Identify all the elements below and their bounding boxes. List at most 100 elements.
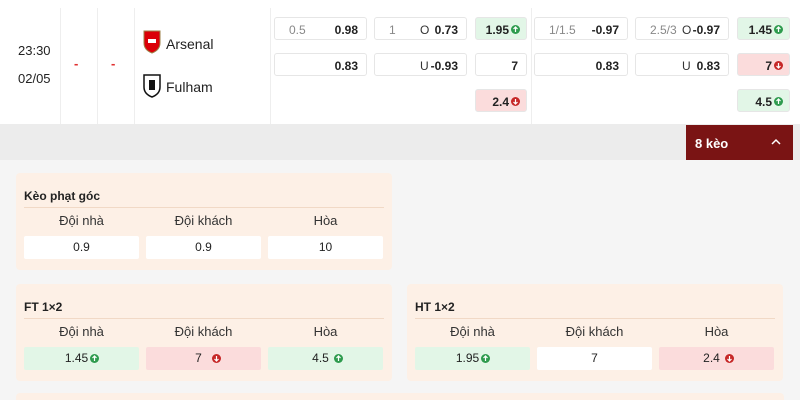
divider	[134, 8, 135, 124]
column-header: Hòa	[313, 324, 338, 339]
score-home: -	[74, 56, 79, 71]
odds-value: 0.9	[73, 240, 90, 254]
market-card: Kèo phạt góc Đội nhà Đội khách Hòa 0.9 0.9 10	[16, 173, 392, 270]
score-away: -	[111, 56, 116, 71]
over-under-side: O	[682, 23, 692, 37]
match-footer	[0, 124, 800, 160]
column-header: Đội nhà	[59, 324, 104, 339]
match-time: 23:30	[18, 43, 51, 58]
column-header: Đội khách	[174, 213, 233, 228]
odds-value: 1.95	[455, 351, 480, 365]
over-under-side: U	[420, 59, 429, 73]
match-date: 02/05	[18, 71, 51, 86]
odds-value: 4.5	[312, 351, 329, 365]
trend-up-icon	[511, 25, 520, 34]
odds-cell: 7	[737, 53, 790, 76]
divider	[97, 8, 98, 124]
card-partial	[16, 393, 784, 400]
trend-up-icon	[334, 354, 343, 363]
divider	[24, 318, 384, 319]
over-under-side: O	[420, 23, 430, 37]
column-header: Đội nhà	[59, 213, 104, 228]
odds-value: 7	[195, 351, 202, 365]
odds-value: 4.5	[755, 95, 772, 109]
odds-cell: 1.95	[475, 17, 527, 40]
handicap-line: 1/1.5	[549, 23, 576, 37]
odds-value: 7	[765, 59, 772, 73]
odds-box: 2.4	[659, 347, 774, 370]
column-header: Đội khách	[565, 324, 624, 339]
odds-value: 0.83	[334, 59, 358, 73]
home-logo	[143, 30, 161, 54]
column-header: Đội nhà	[450, 324, 495, 339]
odds-value: 0.73	[434, 23, 458, 37]
market-title: Kèo phạt góc	[24, 189, 101, 203]
away-team: Fulham	[166, 79, 213, 95]
odds-cell: 1.45	[737, 17, 790, 40]
divider	[270, 8, 271, 124]
trend-up-icon	[774, 97, 783, 106]
market-card: HT 1×2 Đội nhà Đội khách Hòa 1.95 7 2.4	[407, 284, 783, 381]
odds-value: 0.98	[334, 23, 358, 37]
away-logo	[143, 74, 161, 98]
odds-box: 7	[146, 347, 261, 370]
home-team: Arsenal	[166, 36, 214, 52]
odds-box: 4.5	[268, 347, 383, 370]
market-card: FT 1×2 Đội nhà Đội khách Hòa 1.45 7 4.5	[16, 284, 392, 381]
odds-box: 0.9	[24, 236, 139, 259]
odds-cell: 0.83	[274, 53, 367, 76]
odds-box: 7	[537, 347, 652, 370]
odds-cell: 7	[475, 53, 527, 76]
column-header: Hòa	[313, 213, 338, 228]
trend-up-icon	[481, 354, 490, 363]
more-button-label: 8 kèo	[695, 136, 729, 151]
odds-value: 1.45	[748, 23, 772, 37]
market-title: HT 1×2	[415, 300, 455, 314]
odds-cell: U -0.93	[374, 53, 467, 76]
divider	[60, 8, 61, 124]
over-under-side: U	[682, 59, 691, 73]
trend-down-icon	[774, 61, 783, 70]
odds-cell: 4.5	[737, 89, 790, 112]
chevron-up	[771, 138, 781, 145]
odds-cell: 0.5 0.98	[274, 17, 367, 40]
divider	[531, 8, 532, 124]
handicap-line: 1	[389, 23, 396, 37]
odds-value: 7	[591, 351, 598, 365]
odds-cell: 2.4	[475, 89, 527, 112]
odds-value: 0.83	[696, 59, 720, 73]
divider	[415, 318, 775, 319]
odds-box: 0.9	[146, 236, 261, 259]
odds-value: 0.9	[195, 240, 212, 254]
handicap-line: 2.5/3	[650, 23, 677, 37]
more-button[interactable]: 8 kèo	[686, 125, 793, 160]
handicap-line: 0.5	[289, 23, 306, 37]
market-title: FT 1×2	[24, 300, 63, 314]
trend-down-icon	[725, 354, 734, 363]
odds-cell: 0.83	[534, 53, 628, 76]
odds-box: 1.95	[415, 347, 530, 370]
odds-cell: 1 O 0.73	[374, 17, 467, 40]
odds-value: 10	[318, 240, 333, 254]
odds-value: 2.4	[703, 351, 720, 365]
divider	[24, 207, 384, 208]
odds-value: 1.45	[64, 351, 89, 365]
trend-down-icon	[511, 97, 520, 106]
odds-value: -0.97	[692, 23, 720, 37]
column-header: Hòa	[704, 324, 729, 339]
odds-value: 2.4	[492, 95, 509, 109]
trend-up-icon	[774, 25, 783, 34]
odds-box: 1.45	[24, 347, 139, 370]
odds-value: 1.95	[485, 23, 509, 37]
odds-value: 7	[511, 59, 518, 73]
odds-value: -0.93	[430, 59, 458, 73]
trend-up-icon	[90, 354, 99, 363]
odds-box: 10	[268, 236, 383, 259]
odds-cell: U 0.83	[635, 53, 729, 76]
column-header: Đội khách	[174, 324, 233, 339]
odds-cell: 1/1.5 -0.97	[534, 17, 628, 40]
odds-value: -0.97	[591, 23, 619, 37]
trend-down-icon	[212, 354, 221, 363]
odds-value: 0.83	[595, 59, 619, 73]
